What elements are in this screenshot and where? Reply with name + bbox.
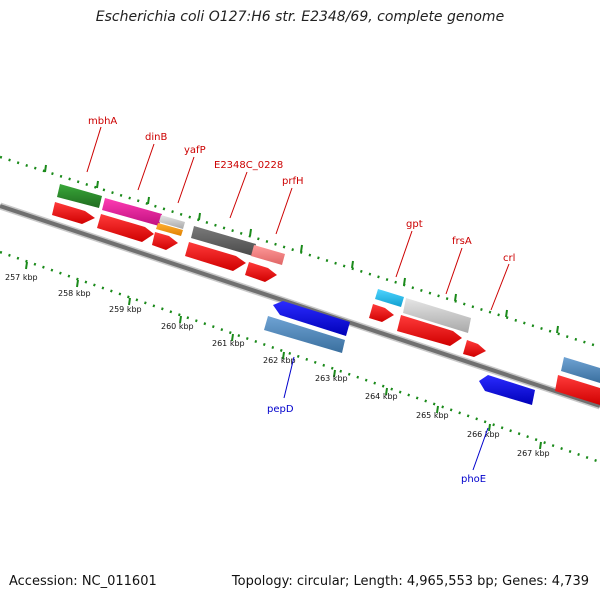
reverse-labels: pepD phoE	[267, 404, 486, 485]
feature-dinB-homolog[interactable]	[102, 198, 162, 226]
forward-homolog-track	[57, 184, 600, 383]
tick-label: 258 kbp	[58, 289, 91, 298]
outer-ruler	[0, 155, 600, 349]
cds-arrow[interactable]	[555, 375, 600, 405]
gene-label-frsA[interactable]: frsA	[452, 236, 472, 247]
tick-label: 257 kbp	[5, 273, 38, 282]
feature-phoE-gene[interactable]	[479, 375, 535, 405]
tick-label: 264 kbp	[365, 392, 398, 401]
gene-label-crl[interactable]: crl	[503, 253, 515, 264]
feature-frsA-homolog[interactable]	[403, 298, 471, 333]
gene-label-mbhA[interactable]: mbhA	[88, 116, 117, 127]
feature-yafP-small[interactable]	[156, 223, 183, 236]
cds-arrow[interactable]	[97, 214, 154, 242]
gene-label-prfH[interactable]: prfH	[282, 176, 304, 187]
cds-arrow[interactable]	[369, 304, 394, 322]
gene-label-yafP[interactable]: yafP	[184, 145, 206, 156]
tick-label: 267 kbp	[517, 449, 550, 458]
cds-arrow[interactable]	[245, 262, 277, 282]
gene-label-phoE[interactable]: phoE	[461, 474, 486, 485]
feature-yafP-homolog[interactable]	[159, 215, 185, 229]
tick-label: 259 kbp	[109, 305, 142, 314]
feature-prfH-homolog[interactable]	[251, 245, 285, 265]
feature-E2348C_0228-homolog[interactable]	[191, 226, 256, 256]
reverse-label-leaders	[283, 356, 489, 471]
gene-label-dinB[interactable]: dinB	[145, 132, 167, 143]
tick-label: 263 kbp	[315, 374, 348, 383]
cds-arrow[interactable]	[397, 315, 462, 346]
forward-labels: mbhA dinB yafP E2348C_0228 prfH gpt frsA…	[88, 116, 515, 264]
reverse-track	[264, 301, 535, 405]
forward-label-leaders	[86, 126, 510, 311]
feature-gpt-homolog[interactable]	[375, 289, 404, 307]
feature-pepD-gene[interactable]	[273, 301, 350, 336]
cds-arrow[interactable]	[152, 232, 178, 250]
accession-text: Accession: NC_011601	[9, 574, 157, 589]
genome-info-text: Topology: circular; Length: 4,965,553 bp…	[231, 574, 589, 589]
backbone	[0, 202, 600, 410]
feature-mbhA-homolog[interactable]	[57, 184, 102, 208]
gene-label-gpt[interactable]: gpt	[406, 219, 423, 230]
tick-label: 261 kbp	[212, 339, 245, 348]
cds-arrow[interactable]	[185, 242, 246, 271]
gene-label-E2348C_0228[interactable]: E2348C_0228	[214, 160, 283, 171]
map-title: Escherichia coli O127:H6 str. E2348/69, …	[95, 9, 505, 25]
tick-label: 262 kbp	[263, 356, 296, 365]
cds-arrow[interactable]	[463, 340, 486, 357]
gene-label-pepD[interactable]: pepD	[267, 404, 294, 415]
ruler-labels: 257 kbp 258 kbp 259 kbp 260 kbp 261 kbp …	[5, 273, 550, 458]
cds-arrow[interactable]	[52, 202, 95, 224]
tick-label: 266 kbp	[467, 430, 500, 439]
feature-pepD-homolog[interactable]	[264, 316, 345, 353]
tick-label: 265 kbp	[416, 411, 449, 420]
inner-ruler	[0, 250, 600, 464]
tick-label: 260 kbp	[161, 322, 194, 331]
feature-crl-homolog[interactable]	[561, 357, 600, 383]
forward-cds-track	[52, 202, 600, 405]
